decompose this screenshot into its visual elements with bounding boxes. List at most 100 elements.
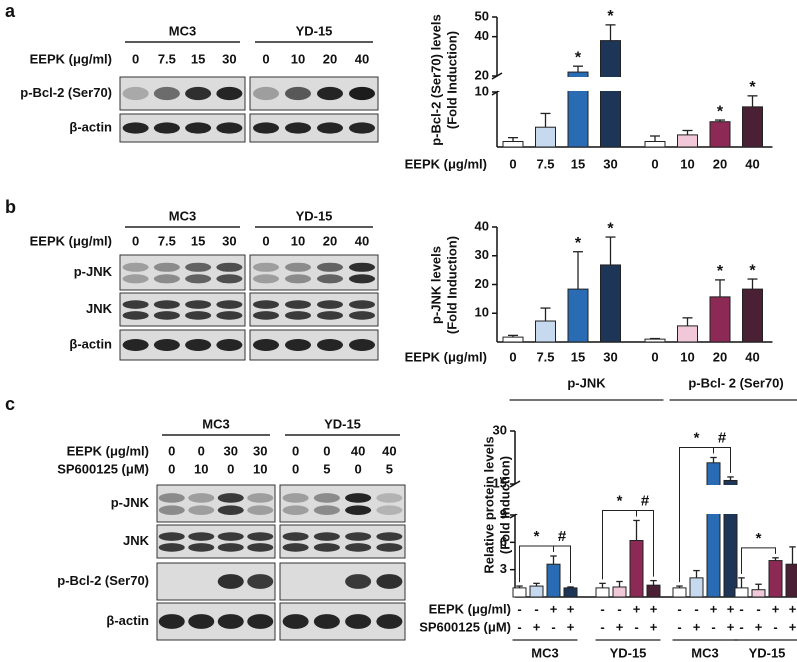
bar [600,264,621,343]
bar [677,325,698,343]
blot [156,524,276,559]
band [376,614,403,629]
y-axis-label: (Fold Induction) [497,456,512,554]
band [317,300,343,309]
band [282,543,309,552]
band [216,274,243,284]
band [217,574,244,589]
y-axis-label: Relative protein levels [481,436,496,573]
band [282,505,309,515]
band [349,339,375,351]
condition-sign: - [517,601,521,616]
x-tick-label: 7.5 [536,349,554,364]
condition-sign: - [534,601,538,616]
y-tick-label: 15 [493,475,507,490]
break-gap [498,77,774,91]
band [216,262,243,272]
x-tick-label: 0 [651,156,658,171]
band [122,311,149,320]
band [253,311,279,320]
cell-line: MC3 [169,23,196,38]
band [376,543,403,552]
condition-label: SP600125 (μM) [419,619,511,634]
bar [646,584,661,598]
band [216,86,243,101]
row-label: β-actin [69,119,112,134]
band [349,274,375,284]
dose-label: 0 [355,461,362,476]
band [345,574,372,589]
bar [629,540,644,598]
dose-label: 10 [291,233,305,248]
cell-line: YD-15 [324,416,361,431]
band [285,86,311,101]
bar [600,40,621,148]
bar [768,560,783,598]
dose-label: 7.5 [158,51,176,66]
bar [709,296,731,343]
bar [502,336,524,343]
bar [677,134,698,148]
row-label: JNK [123,533,150,548]
condition-sign: - [677,601,681,616]
row-label: p-Bcl-2 (Ser70) [57,573,149,588]
condition-sign: - [739,619,743,634]
band [188,543,215,552]
band [285,274,311,284]
condition-sign: - [756,601,760,616]
bar [502,141,524,148]
condition-sign: + [567,619,575,634]
blot [119,254,246,291]
x-tick-label: 40 [745,156,759,171]
bar [734,587,749,598]
band [216,339,243,351]
significance-marker: * [717,103,724,120]
break-gap [516,485,797,514]
condition-sign: + [633,601,641,616]
band [217,543,244,552]
band [349,122,375,134]
band [188,614,215,629]
y-tick-label: 50 [475,8,489,23]
band [317,274,343,284]
panel-label: a [5,1,16,21]
dose-label: 30 [222,51,236,66]
band [349,300,375,309]
comparison-label: * [534,528,540,545]
band [153,262,180,272]
band [247,543,274,552]
band [216,122,243,134]
dose-label: 7.5 [158,233,176,248]
cell-line: MC3 [169,208,196,223]
bar [751,589,766,598]
band [153,86,180,101]
y-tick-label: 9 [500,506,507,521]
band [185,300,212,309]
bar [567,288,589,343]
band [345,543,372,552]
cell-line: MC3 [202,416,229,431]
bar [529,585,544,598]
dose-label: 40 [351,443,365,458]
band [158,493,185,503]
band [253,86,279,101]
condition-sign: - [517,619,521,634]
y-tick-label: 20 [475,67,489,82]
band [158,532,185,541]
dose-label: 0 [132,51,139,66]
dose-label: 40 [355,51,369,66]
significance-marker: * [749,262,756,279]
band [158,505,185,515]
dose-label: 0 [262,51,269,66]
y-tick-label: 3 [500,561,507,576]
band [282,493,309,503]
dose-label: 0 [198,443,205,458]
y-tick-label: 30 [493,422,507,437]
dose-label: 0 [292,461,299,476]
comparison-label: * [694,429,700,446]
band [253,274,279,284]
dose-label: 0 [227,461,234,476]
y-tick-label: 20 [475,276,489,291]
dose-label: 15 [191,233,205,248]
